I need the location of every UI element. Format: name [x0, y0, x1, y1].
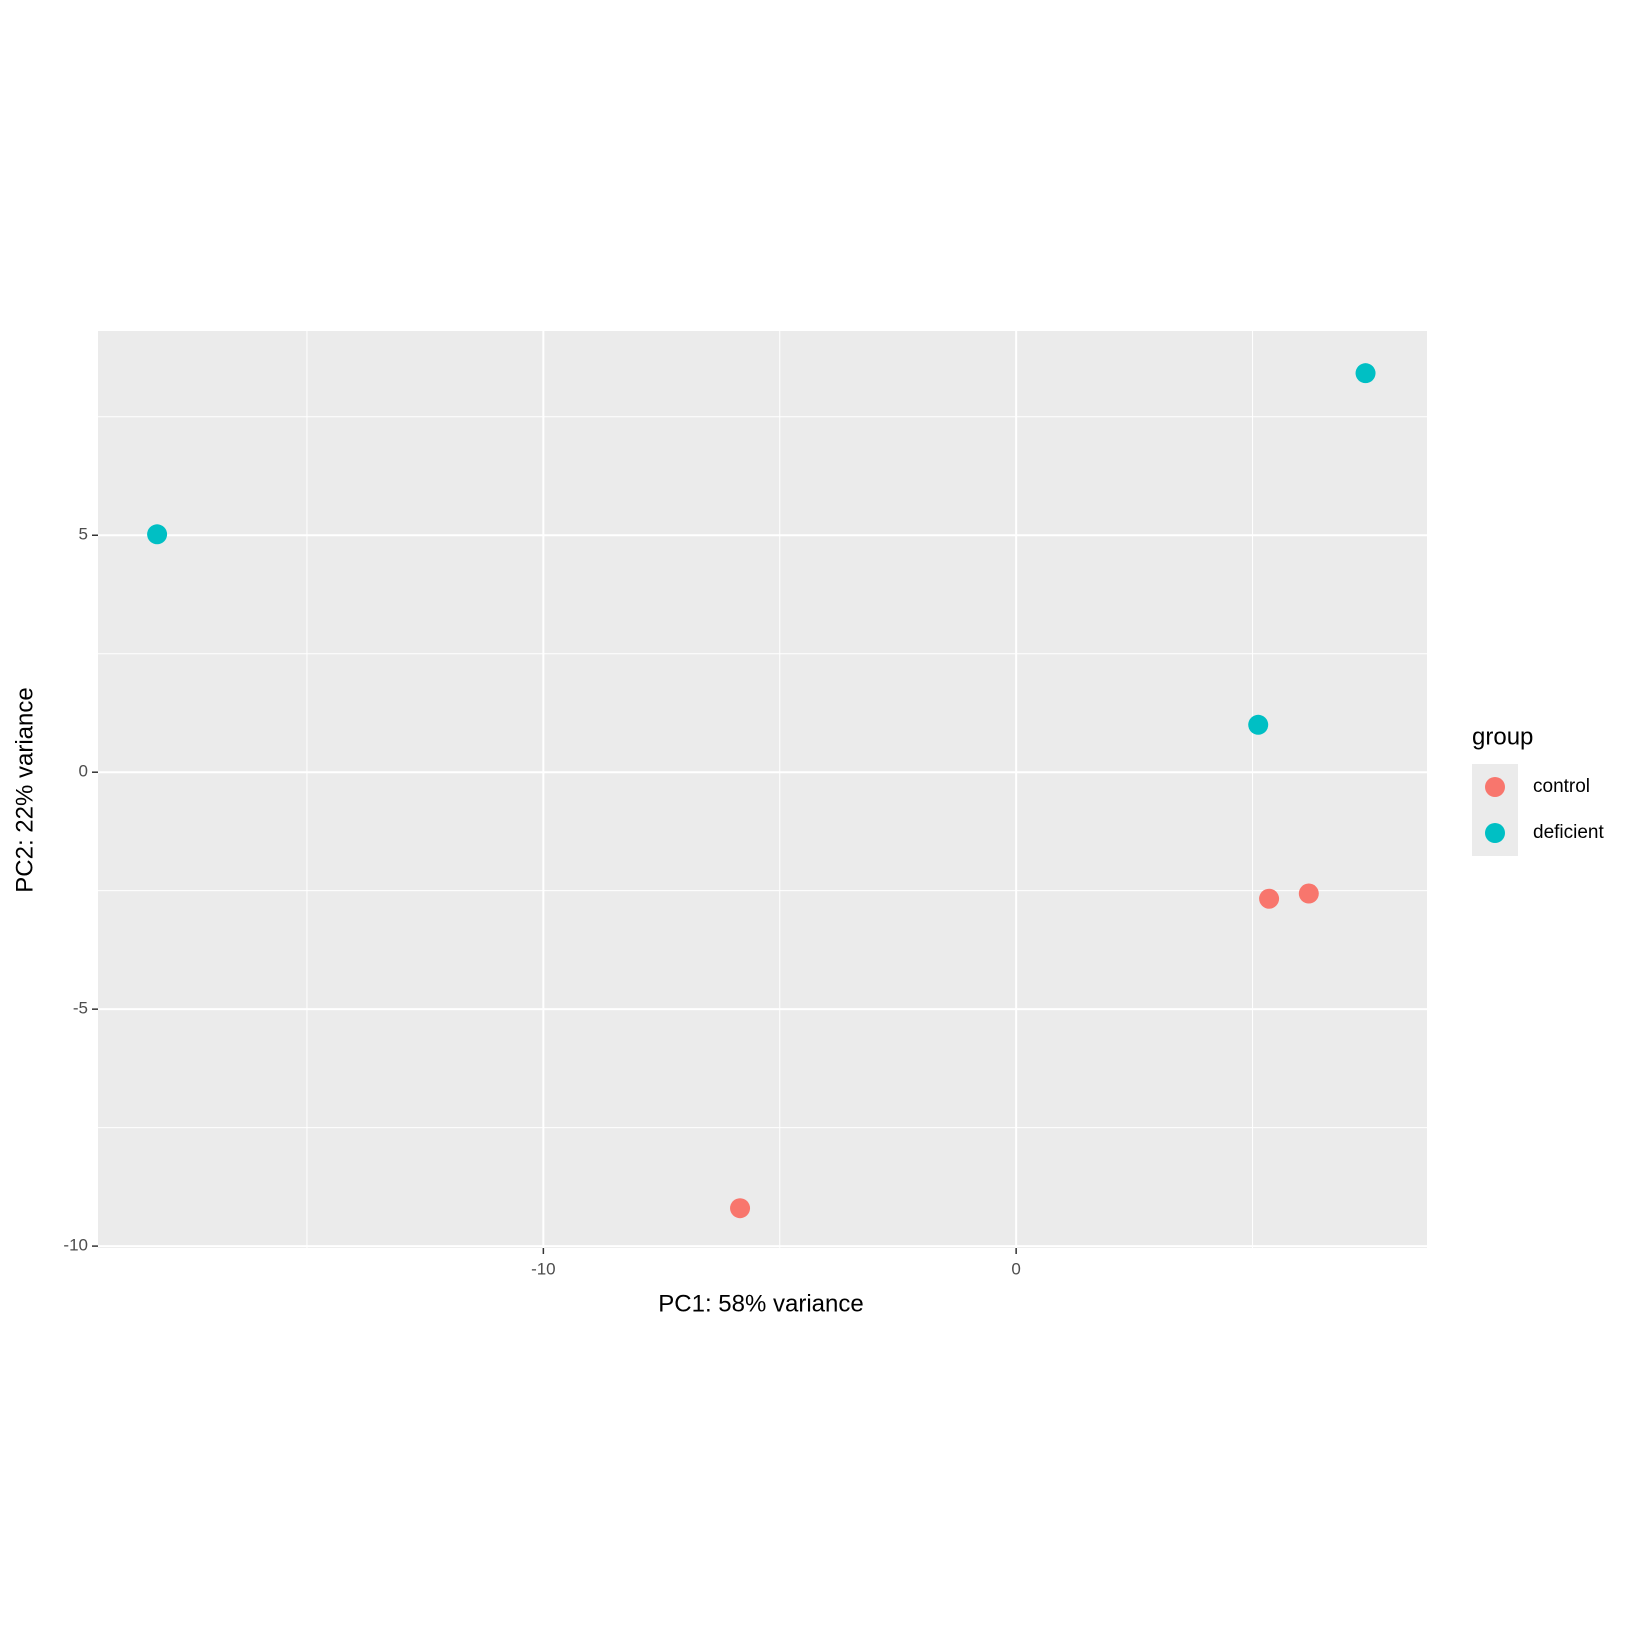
legend-title: group	[1472, 723, 1533, 750]
point	[1259, 888, 1280, 909]
y-tick-label: -10	[63, 1236, 88, 1255]
legend-label: control	[1533, 776, 1590, 797]
point	[1248, 714, 1269, 735]
point	[147, 524, 168, 545]
x-axis-title: PC1: 58% variance	[658, 1290, 863, 1317]
y-axis-title: PC2: 22% variance	[11, 687, 38, 892]
y-tick-label: -5	[73, 999, 88, 1018]
legend-key	[1485, 823, 1505, 843]
point	[730, 1198, 751, 1219]
y-tick-label: 0	[79, 762, 88, 781]
point	[1355, 363, 1376, 384]
point	[1298, 883, 1319, 904]
x-tick-label: -10	[531, 1259, 556, 1278]
y-tick-label: 5	[79, 525, 88, 544]
legend-label: deficient	[1533, 822, 1604, 843]
panel	[98, 331, 1427, 1248]
x-tick-label: 0	[1011, 1259, 1020, 1278]
legend-key	[1485, 777, 1505, 797]
